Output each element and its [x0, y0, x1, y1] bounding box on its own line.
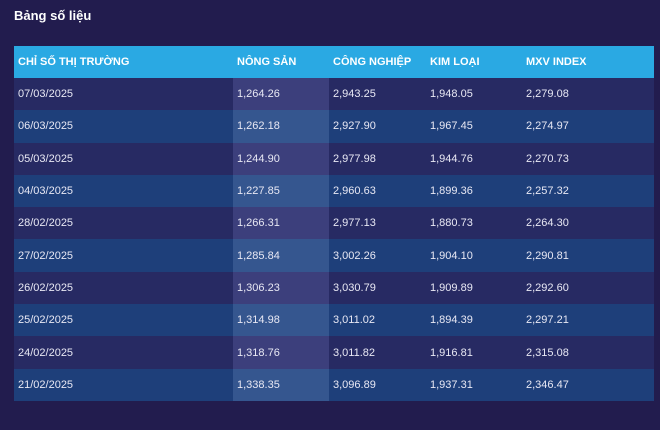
table-row: 07/03/2025 1,264.26 2,943.25 1,948.05 2,279.… [14, 78, 654, 111]
table-row: 05/03/2025 1,244.90 2,977.98 1,944.76 2,270.… [14, 142, 654, 175]
metal-cell: 1,894.39 [426, 304, 522, 337]
agriculture-cell: 1,262.18 [233, 110, 329, 143]
agriculture-cell: 1,306.23 [233, 271, 329, 305]
agriculture-cell: 1,338.35 [233, 368, 329, 401]
metal-cell: 1,899.36 [426, 174, 522, 208]
table-body: 07/03/2025 1,264.26 2,943.25 1,948.05 2,279.… [14, 78, 654, 401]
agriculture-cell: 1,264.26 [233, 78, 329, 111]
date-cell: 26/02/2025 [14, 271, 233, 305]
mxv-index-cell: 2,346.47 [522, 368, 654, 401]
market-index-table: CHỈ SỐ THỊ TRƯỜNG NÔNG SẢN CÔNG NGHIỆP K… [14, 46, 654, 401]
mxv-index-cell: 2,270.73 [522, 142, 654, 175]
date-cell: 27/02/2025 [14, 239, 233, 272]
agriculture-cell: 1,314.98 [233, 304, 329, 337]
column-header-industry: CÔNG NGHIỆP [329, 46, 426, 78]
table-row: 28/02/2025 1,266.31 2,977.13 1,880.73 2,264.… [14, 207, 654, 240]
industry-cell: 3,030.79 [329, 271, 426, 305]
date-cell: 24/02/2025 [14, 336, 233, 369]
column-header-agriculture: NÔNG SẢN [233, 46, 329, 78]
industry-cell: 3,011.02 [329, 304, 426, 337]
metal-cell: 1,904.10 [426, 239, 522, 272]
table-row: 25/02/2025 1,314.98 3,011.02 1,894.39 2,297.… [14, 304, 654, 337]
date-cell: 07/03/2025 [14, 78, 233, 111]
table-row: 26/02/2025 1,306.23 3,030.79 1,909.89 2,292.… [14, 271, 654, 305]
agriculture-cell: 1,285.84 [233, 239, 329, 272]
mxv-index-cell: 2,279.08 [522, 78, 654, 111]
table-row: 24/02/2025 1,318.76 3,011.82 1,916.81 2,315.… [14, 336, 654, 369]
metal-cell: 1,909.89 [426, 271, 522, 305]
agriculture-cell: 1,266.31 [233, 207, 329, 240]
mxv-index-cell: 2,290.81 [522, 239, 654, 272]
metal-cell: 1,937.31 [426, 368, 522, 401]
industry-cell: 3,002.26 [329, 239, 426, 272]
agriculture-cell: 1,227.85 [233, 174, 329, 208]
table-row: 06/03/2025 1,262.18 2,927.90 1,967.45 2,274.… [14, 110, 654, 143]
date-cell: 04/03/2025 [14, 174, 233, 208]
mxv-index-cell: 2,315.08 [522, 336, 654, 369]
agriculture-cell: 1,244.90 [233, 142, 329, 175]
date-cell: 21/02/2025 [14, 368, 233, 401]
industry-cell: 3,011.82 [329, 336, 426, 369]
column-header-mxv-index: MXV INDEX [522, 46, 654, 78]
mxv-index-cell: 2,274.97 [522, 110, 654, 143]
industry-cell: 3,096.89 [329, 368, 426, 401]
date-cell: 25/02/2025 [14, 304, 233, 337]
table-header-row: CHỈ SỐ THỊ TRƯỜNG NÔNG SẢN CÔNG NGHIỆP K… [14, 46, 654, 78]
metal-cell: 1,944.76 [426, 142, 522, 175]
date-cell: 06/03/2025 [14, 110, 233, 143]
industry-cell: 2,977.13 [329, 207, 426, 240]
agriculture-cell: 1,318.76 [233, 336, 329, 369]
industry-cell: 2,943.25 [329, 78, 426, 111]
industry-cell: 2,977.98 [329, 142, 426, 175]
date-cell: 28/02/2025 [14, 207, 233, 240]
industry-cell: 2,927.90 [329, 110, 426, 143]
page-title: Bảng số liệu [14, 8, 92, 23]
mxv-index-cell: 2,297.21 [522, 304, 654, 337]
metal-cell: 1,916.81 [426, 336, 522, 369]
metal-cell: 1,967.45 [426, 110, 522, 143]
industry-cell: 2,960.63 [329, 174, 426, 208]
mxv-index-cell: 2,292.60 [522, 271, 654, 305]
table-row: 27/02/2025 1,285.84 3,002.26 1,904.10 2,290.… [14, 239, 654, 272]
mxv-index-cell: 2,257.32 [522, 174, 654, 208]
table-row: 04/03/2025 1,227.85 2,960.63 1,899.36 2,257.… [14, 174, 654, 208]
mxv-index-cell: 2,264.30 [522, 207, 654, 240]
column-header-metal: KIM LOẠI [426, 46, 522, 78]
metal-cell: 1,880.73 [426, 207, 522, 240]
table-row: 21/02/2025 1,338.35 3,096.89 1,937.31 2,346.… [14, 368, 654, 401]
date-cell: 05/03/2025 [14, 142, 233, 175]
metal-cell: 1,948.05 [426, 78, 522, 111]
column-header-market-index: CHỈ SỐ THỊ TRƯỜNG [14, 46, 233, 78]
